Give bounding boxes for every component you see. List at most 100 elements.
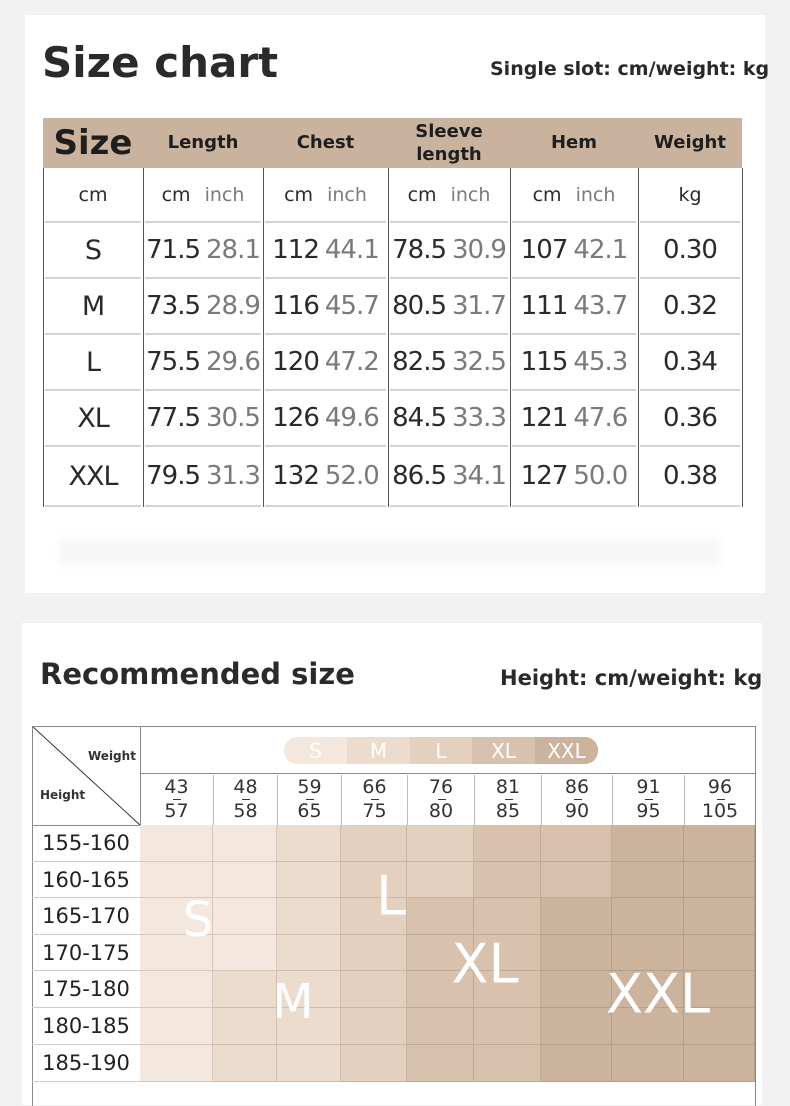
- grid-cell: [612, 971, 684, 1008]
- column-header: Weight: [654, 132, 726, 154]
- weight-to: 85: [495, 800, 521, 822]
- height-label: 155-160: [32, 825, 140, 862]
- grid-cell: [140, 862, 213, 898]
- cell-text: 28.1: [206, 235, 261, 265]
- v-line: [143, 168, 144, 507]
- weight-from: 86: [564, 776, 590, 798]
- weight-range: 48 58: [213, 775, 277, 825]
- cell-text: 107: [520, 235, 569, 265]
- cell: 0.32: [640, 279, 740, 335]
- column-header: Length: [167, 132, 239, 154]
- weight-to: 57: [164, 800, 189, 822]
- cell-text: 30.9: [452, 235, 507, 265]
- grid-cell: [407, 1045, 474, 1082]
- grid-cell: [341, 862, 407, 898]
- zone-label: S: [182, 892, 214, 948]
- cell-text: 80.5: [392, 291, 447, 321]
- cell: 84.5 33.3: [390, 391, 508, 447]
- cell-text: cm: [407, 183, 437, 206]
- cell: cm: [45, 168, 141, 223]
- cell-text: inch: [450, 183, 491, 206]
- cell: 0.36: [640, 391, 740, 447]
- grid-cell: [684, 898, 755, 935]
- cell: 86.5 34.1: [390, 447, 508, 507]
- cell-text: 0.30: [663, 235, 718, 265]
- grid-cell: [341, 1045, 407, 1082]
- grid-cell: [341, 898, 407, 935]
- v-line: [742, 168, 743, 507]
- grid-cell: [541, 862, 612, 898]
- cell: 115 45.3: [512, 335, 636, 391]
- weight-from: 81: [495, 776, 521, 798]
- weight-to: 95: [636, 800, 661, 822]
- cell-text: 42.1: [573, 235, 628, 265]
- grid-cell: [474, 1045, 541, 1082]
- zone-label: L: [375, 864, 407, 928]
- weight-from: 59: [297, 776, 322, 798]
- dash: [573, 799, 582, 800]
- cell-text: 121: [520, 403, 569, 433]
- weight-range: 43 57: [140, 775, 213, 825]
- weight-from: 91: [636, 776, 661, 798]
- cell-text: 111: [520, 291, 569, 321]
- grid-cell: [140, 898, 213, 935]
- cell-text: 31.3: [206, 461, 261, 491]
- cell-text: inch: [575, 183, 616, 206]
- grid-cell: [213, 825, 277, 862]
- grid-cell: [684, 825, 755, 862]
- cell-text: 34.1: [452, 461, 507, 491]
- grid-cell: [541, 1045, 612, 1082]
- header-line: [140, 726, 141, 826]
- cell-text: inch: [327, 183, 367, 206]
- cell: 71.5 28.1: [145, 223, 261, 279]
- cell: 82.5 32.5: [390, 335, 508, 391]
- cell: 0.34: [640, 335, 740, 391]
- cell: 0.30: [640, 223, 740, 279]
- cell-text: 115: [520, 347, 569, 377]
- grid-cell: [612, 862, 684, 898]
- weight-to: 105: [701, 800, 739, 822]
- cell-text: 47.2: [324, 347, 380, 377]
- grid-cell: [341, 971, 407, 1008]
- grid-border: [32, 726, 756, 1106]
- weight-from: 66: [362, 776, 387, 798]
- grid-cell: [407, 971, 474, 1008]
- weight-range: 76 80: [407, 775, 474, 825]
- cell-text: cm: [78, 183, 108, 206]
- grid-cell: [277, 825, 341, 862]
- weight-range: 66 75: [341, 775, 407, 825]
- grid-cell: [612, 935, 684, 971]
- zone-label: XXL: [605, 962, 711, 1026]
- column-header: Size: [53, 122, 133, 163]
- cell-text: 43.7: [573, 291, 628, 321]
- grid-cell: [341, 935, 407, 971]
- cell-text: 77.5: [146, 403, 201, 433]
- grid-cell: [541, 1008, 612, 1045]
- dash: [504, 799, 513, 800]
- grid-cell: [277, 935, 341, 971]
- weight-range: 81 85: [474, 775, 541, 825]
- cell-text: inch: [204, 183, 245, 206]
- grid-cell: [277, 898, 341, 935]
- cell: cm inch: [512, 168, 636, 223]
- grid-cell: [612, 898, 684, 935]
- legend-item: L: [410, 737, 472, 764]
- grid-cell: [213, 1045, 277, 1082]
- grid-cell: [407, 1008, 474, 1045]
- cell-text: 0.34: [663, 347, 718, 377]
- cell-text: 30.5: [206, 403, 261, 433]
- cell-text: L: [85, 346, 101, 378]
- grid-cell: [277, 1045, 341, 1082]
- cell-text: XXL: [68, 460, 118, 492]
- cell-text: 50.0: [573, 461, 628, 491]
- cell-text: 47.6: [573, 403, 628, 433]
- cell-text: kg: [678, 183, 702, 206]
- header-line: [140, 773, 756, 774]
- cell-text: 33.3: [452, 403, 507, 433]
- height-label: 185-190: [32, 1045, 140, 1082]
- cell-text: 116: [272, 291, 320, 321]
- cell: M: [45, 279, 141, 335]
- legend-item: S: [284, 737, 347, 764]
- cell: 75.5 29.6: [145, 335, 261, 391]
